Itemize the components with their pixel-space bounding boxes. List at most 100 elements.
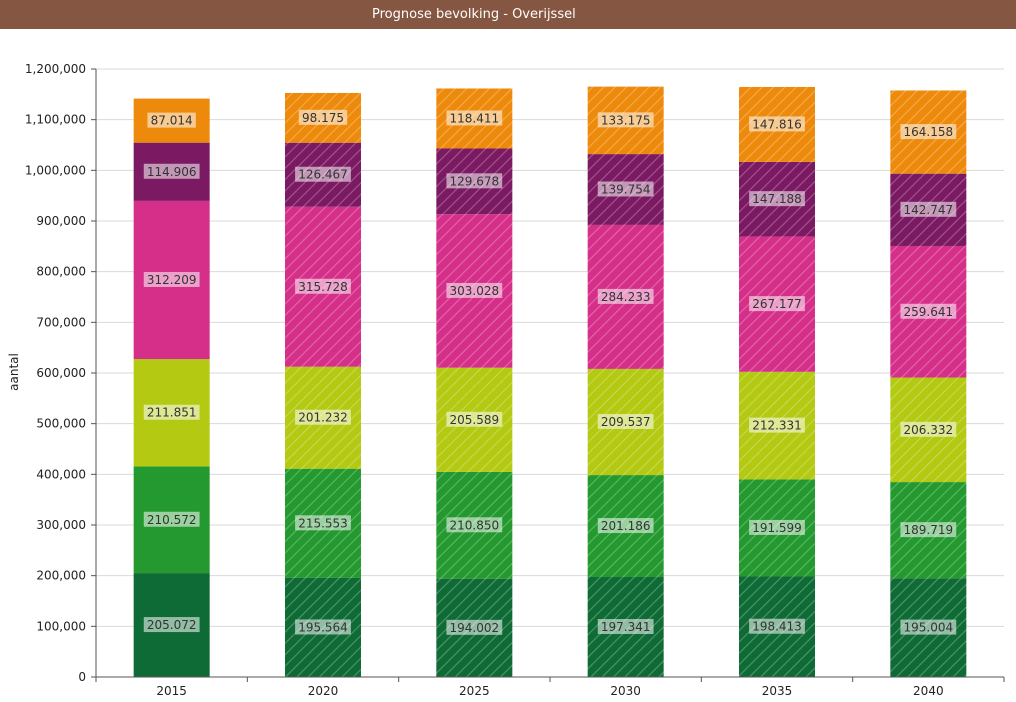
data-label: 147.816 bbox=[752, 117, 802, 131]
bar-stack-2030: 197.341 201.186 209.537 284.233 139.754 133.1… bbox=[587, 86, 664, 677]
data-label: 198.413 bbox=[752, 620, 802, 634]
data-label: 197.341 bbox=[601, 620, 651, 634]
y-tick-label: 300,000 bbox=[36, 518, 86, 532]
data-label: 212.331 bbox=[752, 419, 802, 433]
data-label-bg bbox=[597, 288, 654, 304]
data-label: 284.233 bbox=[601, 290, 651, 304]
data-label: 139.754 bbox=[601, 182, 651, 196]
x-tick-label: 2040 bbox=[913, 684, 944, 698]
data-label: 195.004 bbox=[904, 621, 954, 635]
data-label: 312.209 bbox=[147, 273, 197, 287]
data-label-bg bbox=[295, 515, 351, 531]
data-label-bg bbox=[143, 271, 200, 287]
data-label-bg bbox=[749, 417, 805, 433]
data-label-bg bbox=[900, 303, 957, 319]
data-label-bg bbox=[295, 166, 351, 182]
data-label-bg bbox=[147, 112, 196, 128]
data-label-bg bbox=[143, 511, 200, 527]
data-label-bg bbox=[749, 618, 805, 634]
data-label: 164.158 bbox=[904, 125, 954, 139]
bar-stack-2015: 205.072 210.572 211.851 312.209 114.906 87.01… bbox=[133, 98, 210, 677]
data-label-bg bbox=[900, 124, 957, 140]
x-tick-label: 2030 bbox=[610, 684, 641, 698]
data-label: 118.411 bbox=[450, 111, 500, 125]
data-label: 210.850 bbox=[450, 518, 500, 532]
data-label: 267.177 bbox=[752, 297, 802, 311]
data-label-bg bbox=[143, 404, 200, 420]
bar-stack-2040: 195.004 189.719 206.332 259.641 142.747 164.1… bbox=[890, 90, 967, 677]
data-label-bg bbox=[295, 278, 351, 294]
data-label: 211.851 bbox=[147, 406, 197, 420]
data-label: 215.553 bbox=[298, 516, 348, 530]
chart-title-bar: Prognose bevolking - Overijssel bbox=[0, 0, 1016, 29]
data-label-bg bbox=[143, 617, 200, 633]
data-label: 205.589 bbox=[450, 413, 500, 427]
y-tick-label: 1,100,000 bbox=[25, 113, 86, 127]
data-label-bg bbox=[295, 619, 351, 635]
data-label: 201.232 bbox=[298, 411, 348, 425]
data-label-bg bbox=[446, 282, 503, 298]
data-label: 205.072 bbox=[147, 618, 197, 632]
data-label-bg bbox=[597, 619, 654, 635]
data-label-bg bbox=[446, 619, 503, 635]
data-label: 303.028 bbox=[450, 284, 500, 298]
data-label-bg bbox=[446, 411, 503, 427]
data-label-bg bbox=[900, 522, 957, 538]
data-label-bg bbox=[446, 173, 503, 189]
x-tick-label: 2025 bbox=[459, 684, 490, 698]
y-tick-label: 800,000 bbox=[36, 265, 86, 279]
y-tick-label: 1,000,000 bbox=[25, 163, 86, 177]
data-label: 201.186 bbox=[601, 519, 651, 533]
data-label: 209.537 bbox=[601, 415, 651, 429]
data-label: 87.014 bbox=[151, 114, 193, 128]
data-label-bg bbox=[446, 517, 503, 533]
y-tick-label: 400,000 bbox=[36, 467, 86, 481]
data-label-bg bbox=[143, 163, 200, 179]
x-axis: 2015 2020 2025 2030 2035 2040 bbox=[95, 676, 1005, 698]
data-label-bg bbox=[749, 296, 805, 312]
data-label-bg bbox=[749, 519, 805, 535]
data-label: 114.906 bbox=[147, 165, 197, 179]
y-tick-label: 200,000 bbox=[36, 569, 86, 583]
grid-lines bbox=[96, 68, 1004, 627]
data-label-bg bbox=[446, 110, 503, 126]
y-tick-label: 700,000 bbox=[36, 315, 86, 329]
y-tick-label: 0 bbox=[78, 670, 86, 684]
y-tick-label: 500,000 bbox=[36, 417, 86, 431]
data-label: 189.719 bbox=[904, 523, 954, 537]
data-label: 147.188 bbox=[752, 192, 802, 206]
data-label: 206.332 bbox=[904, 423, 954, 437]
bars: 205.072 210.572 211.851 312.209 114.906 87.01… bbox=[133, 86, 967, 677]
bar-stack-2035: 198.413 191.599 212.331 267.177 147.188 147.8… bbox=[739, 86, 815, 677]
data-label: 195.564 bbox=[298, 620, 348, 634]
y-axis: 0 100,000 200,000 300,000 400,000 500,000 600,… bbox=[25, 62, 97, 684]
data-label: 142.747 bbox=[904, 203, 954, 217]
x-tick-label: 2035 bbox=[762, 684, 793, 698]
data-label-bg bbox=[597, 413, 654, 429]
data-label-bg bbox=[597, 181, 654, 197]
data-label-bg bbox=[597, 518, 654, 534]
bar-stack-2025: 194.002 210.850 205.589 303.028 129.678 118.4… bbox=[436, 88, 513, 677]
y-tick-label: 1,200,000 bbox=[25, 62, 86, 76]
data-label: 126.467 bbox=[298, 168, 348, 182]
data-label-bg bbox=[900, 201, 957, 217]
data-label: 210.572 bbox=[147, 513, 197, 527]
data-label-bg bbox=[900, 421, 957, 437]
data-label-bg bbox=[749, 116, 805, 132]
data-label-bg bbox=[298, 109, 348, 125]
data-label: 259.641 bbox=[904, 305, 954, 319]
y-tick-label: 900,000 bbox=[36, 214, 86, 228]
chart-title: Prognose bevolking - Overijssel bbox=[372, 7, 576, 22]
data-label-bg bbox=[749, 191, 805, 207]
data-label-bg bbox=[900, 619, 957, 635]
y-tick-label: 100,000 bbox=[36, 619, 86, 633]
data-label: 315.728 bbox=[298, 280, 348, 294]
data-label: 191.599 bbox=[752, 521, 802, 535]
data-label-bg bbox=[295, 409, 351, 425]
x-tick-label: 2020 bbox=[308, 684, 339, 698]
bar-stack-2020: 195.564 215.553 201.232 315.728 126.467 98.17… bbox=[285, 92, 361, 677]
data-label: 133.175 bbox=[601, 113, 651, 127]
y-axis-title: aantal bbox=[7, 353, 21, 391]
x-tick-label: 2015 bbox=[156, 684, 187, 698]
